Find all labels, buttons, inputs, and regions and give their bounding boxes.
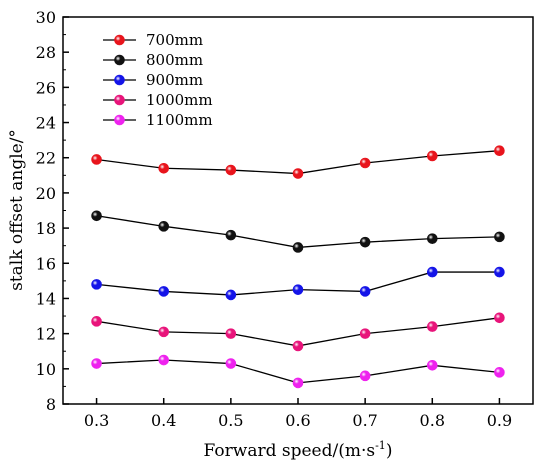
data-point [91,279,102,290]
series-900mm [91,266,505,301]
series-800mm [91,210,505,253]
legend-item: 900mm [103,71,203,89]
data-point [359,328,371,339]
x-axis-label: Forward speed/(m·s-1) [204,439,393,461]
data-point [426,233,438,244]
y-tick-label: 26 [36,78,56,97]
data-point [292,377,304,389]
x-axis-label-main: Forward speed/(m·s [204,441,376,461]
legend-item: 1100mm [103,111,213,129]
data-point [292,284,304,295]
data-point [91,210,102,222]
y-tick-label: 14 [36,289,56,308]
legend-label: 1100mm [146,111,213,129]
data-point [158,286,170,297]
data-point [225,164,237,176]
legend-label: 800mm [146,51,203,69]
data-point [494,145,505,156]
data-point [91,316,102,327]
legend-label: 700mm [146,31,203,49]
x-tick-label: 0.6 [285,411,310,430]
x-tick-label: 0.5 [218,411,243,430]
x-tick-label: 0.4 [151,411,176,430]
data-point [359,370,371,382]
legend-marker [114,114,125,126]
x-axis-label-end: ) [386,441,393,461]
data-point [158,326,170,338]
series-1000mm [91,312,505,352]
data-point [158,221,170,232]
legend: 700mm 800mm 900mm 1000mm 1100mm [103,31,213,129]
data-point [426,359,438,371]
y-tick-label: 10 [36,360,56,379]
x-tick-label: 0.8 [420,411,445,430]
data-point [494,312,505,324]
y-tick-label: 22 [36,149,56,168]
y-tick-label: 24 [36,114,56,133]
data-point [158,162,170,174]
legend-item: 1000mm [103,91,213,109]
y-tick-label: 18 [36,219,56,238]
data-point [426,266,438,278]
data-point [426,150,438,162]
data-point [359,286,371,297]
series-700mm [91,145,505,179]
data-point [225,229,237,241]
data-point [292,242,304,253]
data-point [292,340,304,352]
x-tick-label: 0.9 [487,411,512,430]
x-tick-label: 0.3 [84,411,109,430]
data-point [494,231,505,243]
axis-ticks: 0.3 0.4 0.5 0.6 0.7 0.8 0.9 8 10 12 14 16 18 20 22 24 26… [36,8,513,430]
series-1100mm [91,354,505,389]
x-tick-label: 0.7 [352,411,377,430]
data-point [225,358,237,369]
legend-marker [114,54,125,66]
data-point [91,358,102,369]
data-point [359,157,371,169]
data-point [225,328,237,339]
legend-marker [114,94,125,106]
legend-item: 800mm [103,51,203,69]
data-point [359,236,371,248]
series-layer [91,145,505,389]
y-tick-label: 28 [36,43,56,62]
data-point [158,354,170,366]
legend-marker [114,34,125,46]
y-tick-label: 16 [36,254,56,273]
x-axis-label-superscript: -1 [375,439,386,452]
legend-marker [114,74,125,86]
data-point [494,367,505,378]
legend-label: 900mm [146,71,203,89]
legend-label: 1000mm [146,91,213,109]
y-tick-label: 12 [36,325,56,344]
data-point [494,266,505,278]
y-tick-label: 8 [46,395,56,414]
data-point [91,154,102,165]
legend-item: 700mm [103,31,203,49]
data-point [225,289,237,301]
data-point [426,321,438,332]
y-axis-label: stalk offset angle/° [7,129,27,291]
y-tick-label: 20 [36,184,56,203]
data-point [292,168,304,179]
y-tick-label: 30 [36,8,56,27]
